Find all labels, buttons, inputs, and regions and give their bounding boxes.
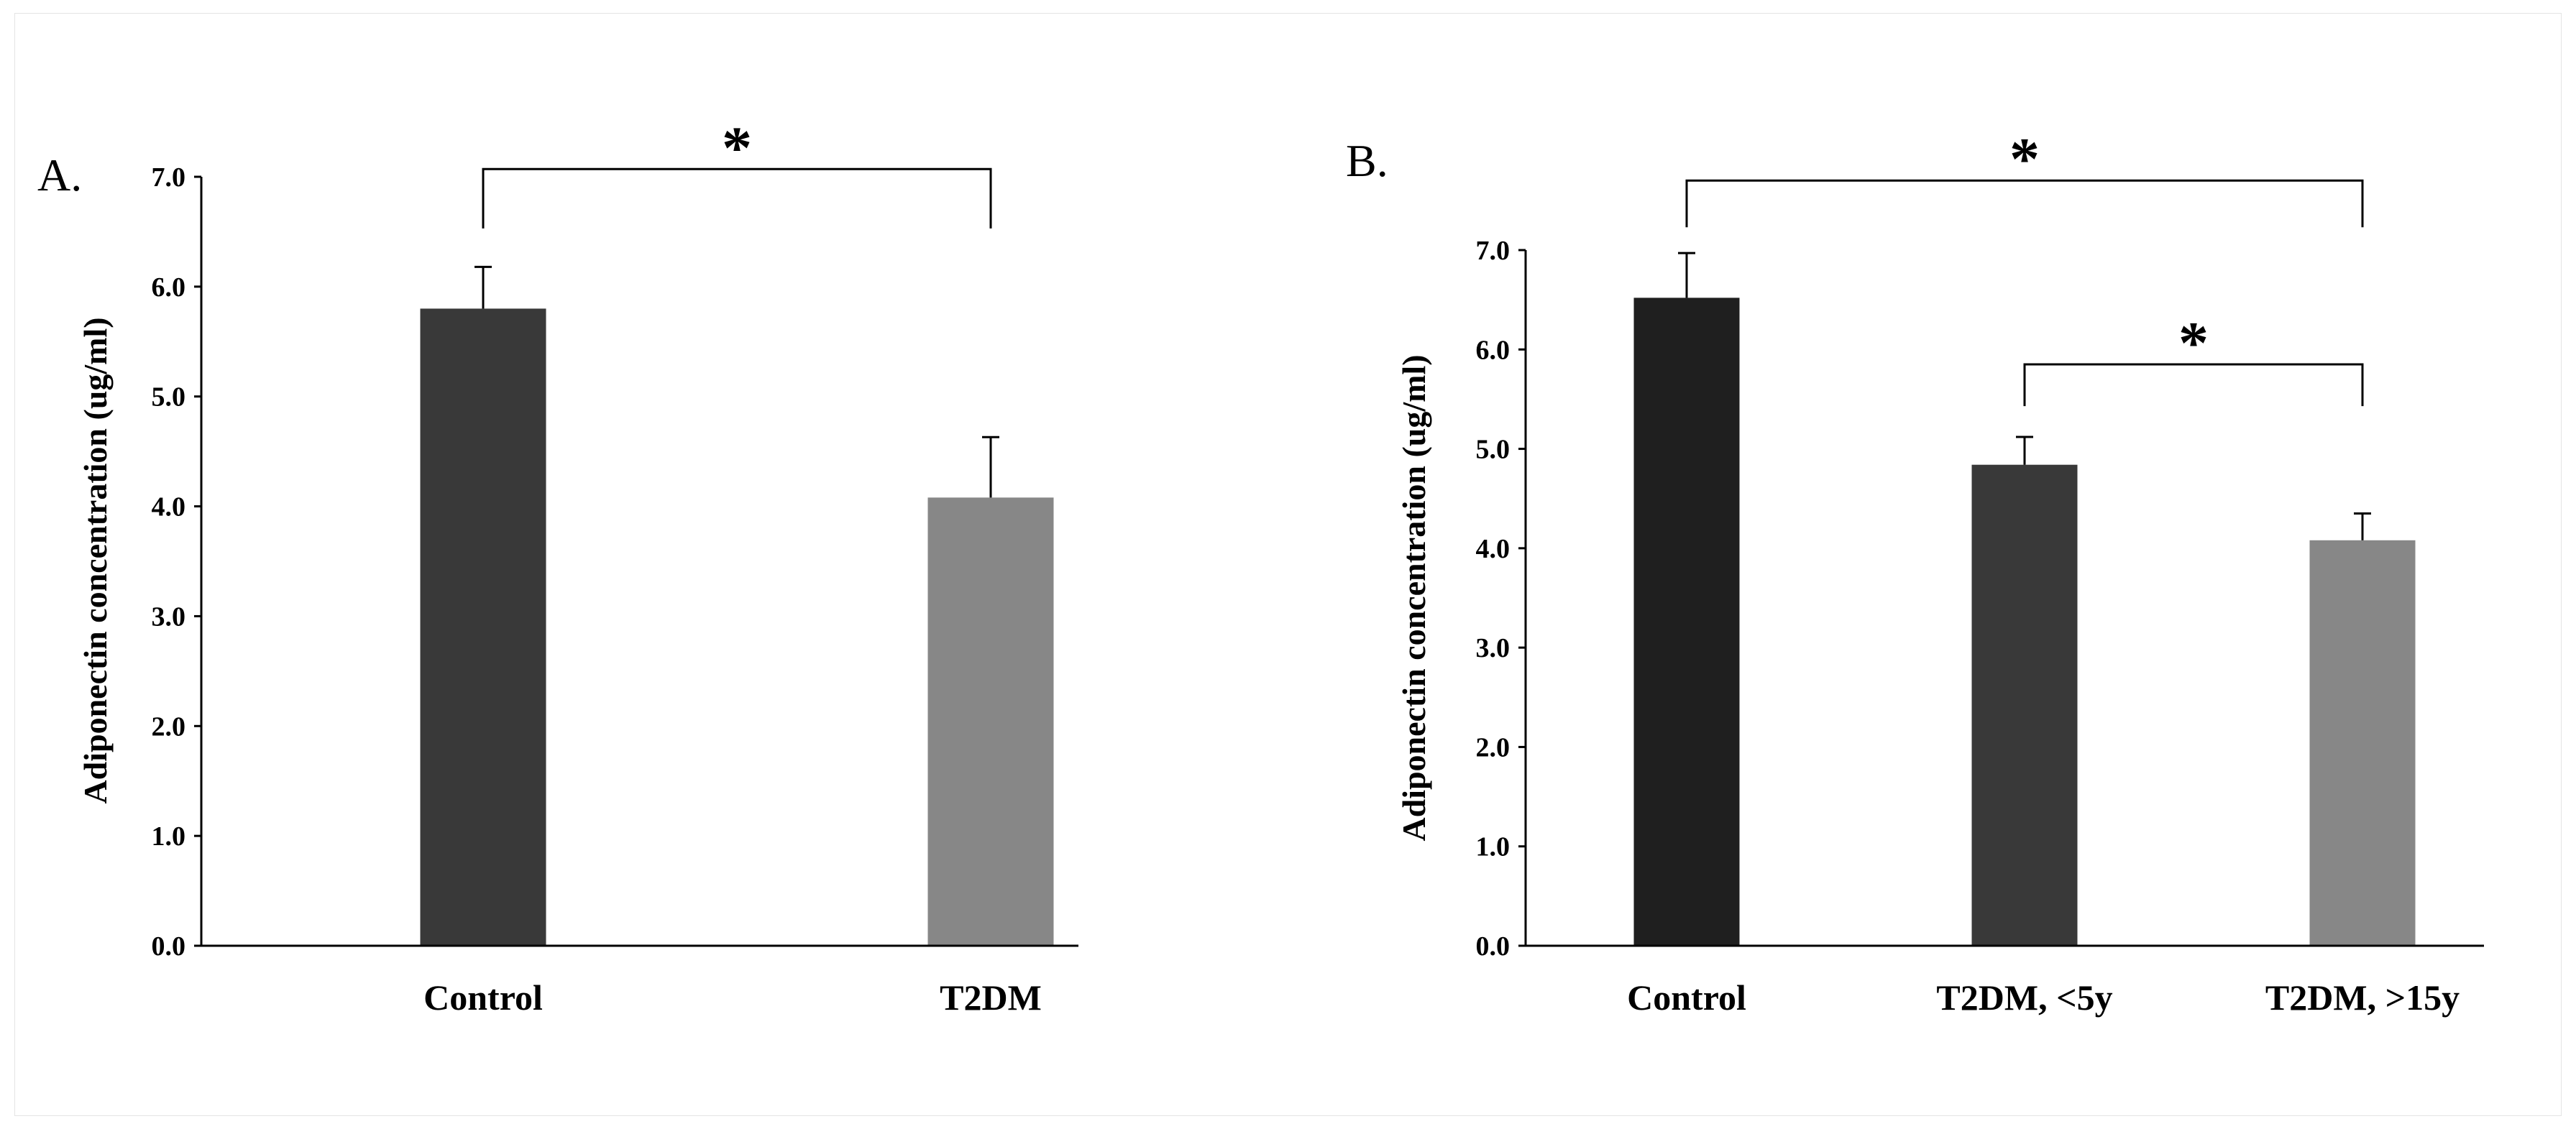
y-tick-label: 2.0 bbox=[1476, 732, 1511, 762]
y-tick-label: 0.0 bbox=[152, 931, 186, 962]
x-tick-label: T2DM bbox=[940, 977, 1042, 1018]
figure-frame bbox=[14, 13, 2562, 1116]
significance-bracket bbox=[2023, 363, 2364, 407]
y-tick-label: 3.0 bbox=[152, 602, 186, 632]
significance-star: * bbox=[2178, 310, 2209, 377]
bar bbox=[927, 497, 1054, 946]
significance-bracket bbox=[482, 167, 992, 229]
significance-bracket bbox=[1685, 179, 2364, 228]
y-axis-label: Adiponectin concentration (ug/ml) bbox=[77, 317, 114, 803]
panel-label: B. bbox=[1346, 135, 1388, 186]
x-tick-label: Control bbox=[423, 977, 543, 1018]
panel-label: A. bbox=[37, 149, 82, 201]
bar bbox=[420, 308, 546, 946]
significance-star: * bbox=[722, 114, 752, 181]
y-tick-label: 0.0 bbox=[1476, 931, 1511, 962]
chart-panel-a: A. 0.0 1.0 2.0 3.0 4.0 5.0 6.0 7.0 Control T2DM Adi… bbox=[37, 114, 1078, 1018]
y-tick-label: 7.0 bbox=[1476, 236, 1511, 266]
y-tick-label: 1.0 bbox=[1476, 832, 1511, 862]
y-tick-label: 2.0 bbox=[152, 711, 186, 742]
bar bbox=[1971, 464, 2078, 946]
bar bbox=[2309, 540, 2416, 946]
x-tick-label: T2DM, >15y bbox=[2265, 977, 2460, 1018]
y-tick-label: 3.0 bbox=[1476, 633, 1511, 663]
y-tick-label: 6.0 bbox=[1476, 335, 1511, 365]
chart-panel-b: B. 0.0 1.0 2.0 3.0 4.0 5.0 6.0 7.0 Control T2DM, <… bbox=[1346, 126, 2484, 1018]
y-tick-label: 4.0 bbox=[152, 492, 186, 522]
significance-star: * bbox=[2009, 126, 2040, 193]
y-tick-label: 4.0 bbox=[1476, 534, 1511, 564]
y-tick-label: 5.0 bbox=[152, 382, 186, 413]
y-tick-label: 6.0 bbox=[152, 272, 186, 303]
y-tick-label: 5.0 bbox=[1476, 435, 1511, 465]
x-tick-label: T2DM, <5y bbox=[1936, 977, 2112, 1018]
y-tick-label: 7.0 bbox=[152, 162, 186, 193]
bar bbox=[1633, 298, 1740, 946]
y-axis-label: Adiponectin concentration (ug/ml) bbox=[1395, 354, 1432, 841]
y-tick-label: 1.0 bbox=[152, 821, 186, 852]
x-tick-label: Control bbox=[1627, 977, 1746, 1018]
